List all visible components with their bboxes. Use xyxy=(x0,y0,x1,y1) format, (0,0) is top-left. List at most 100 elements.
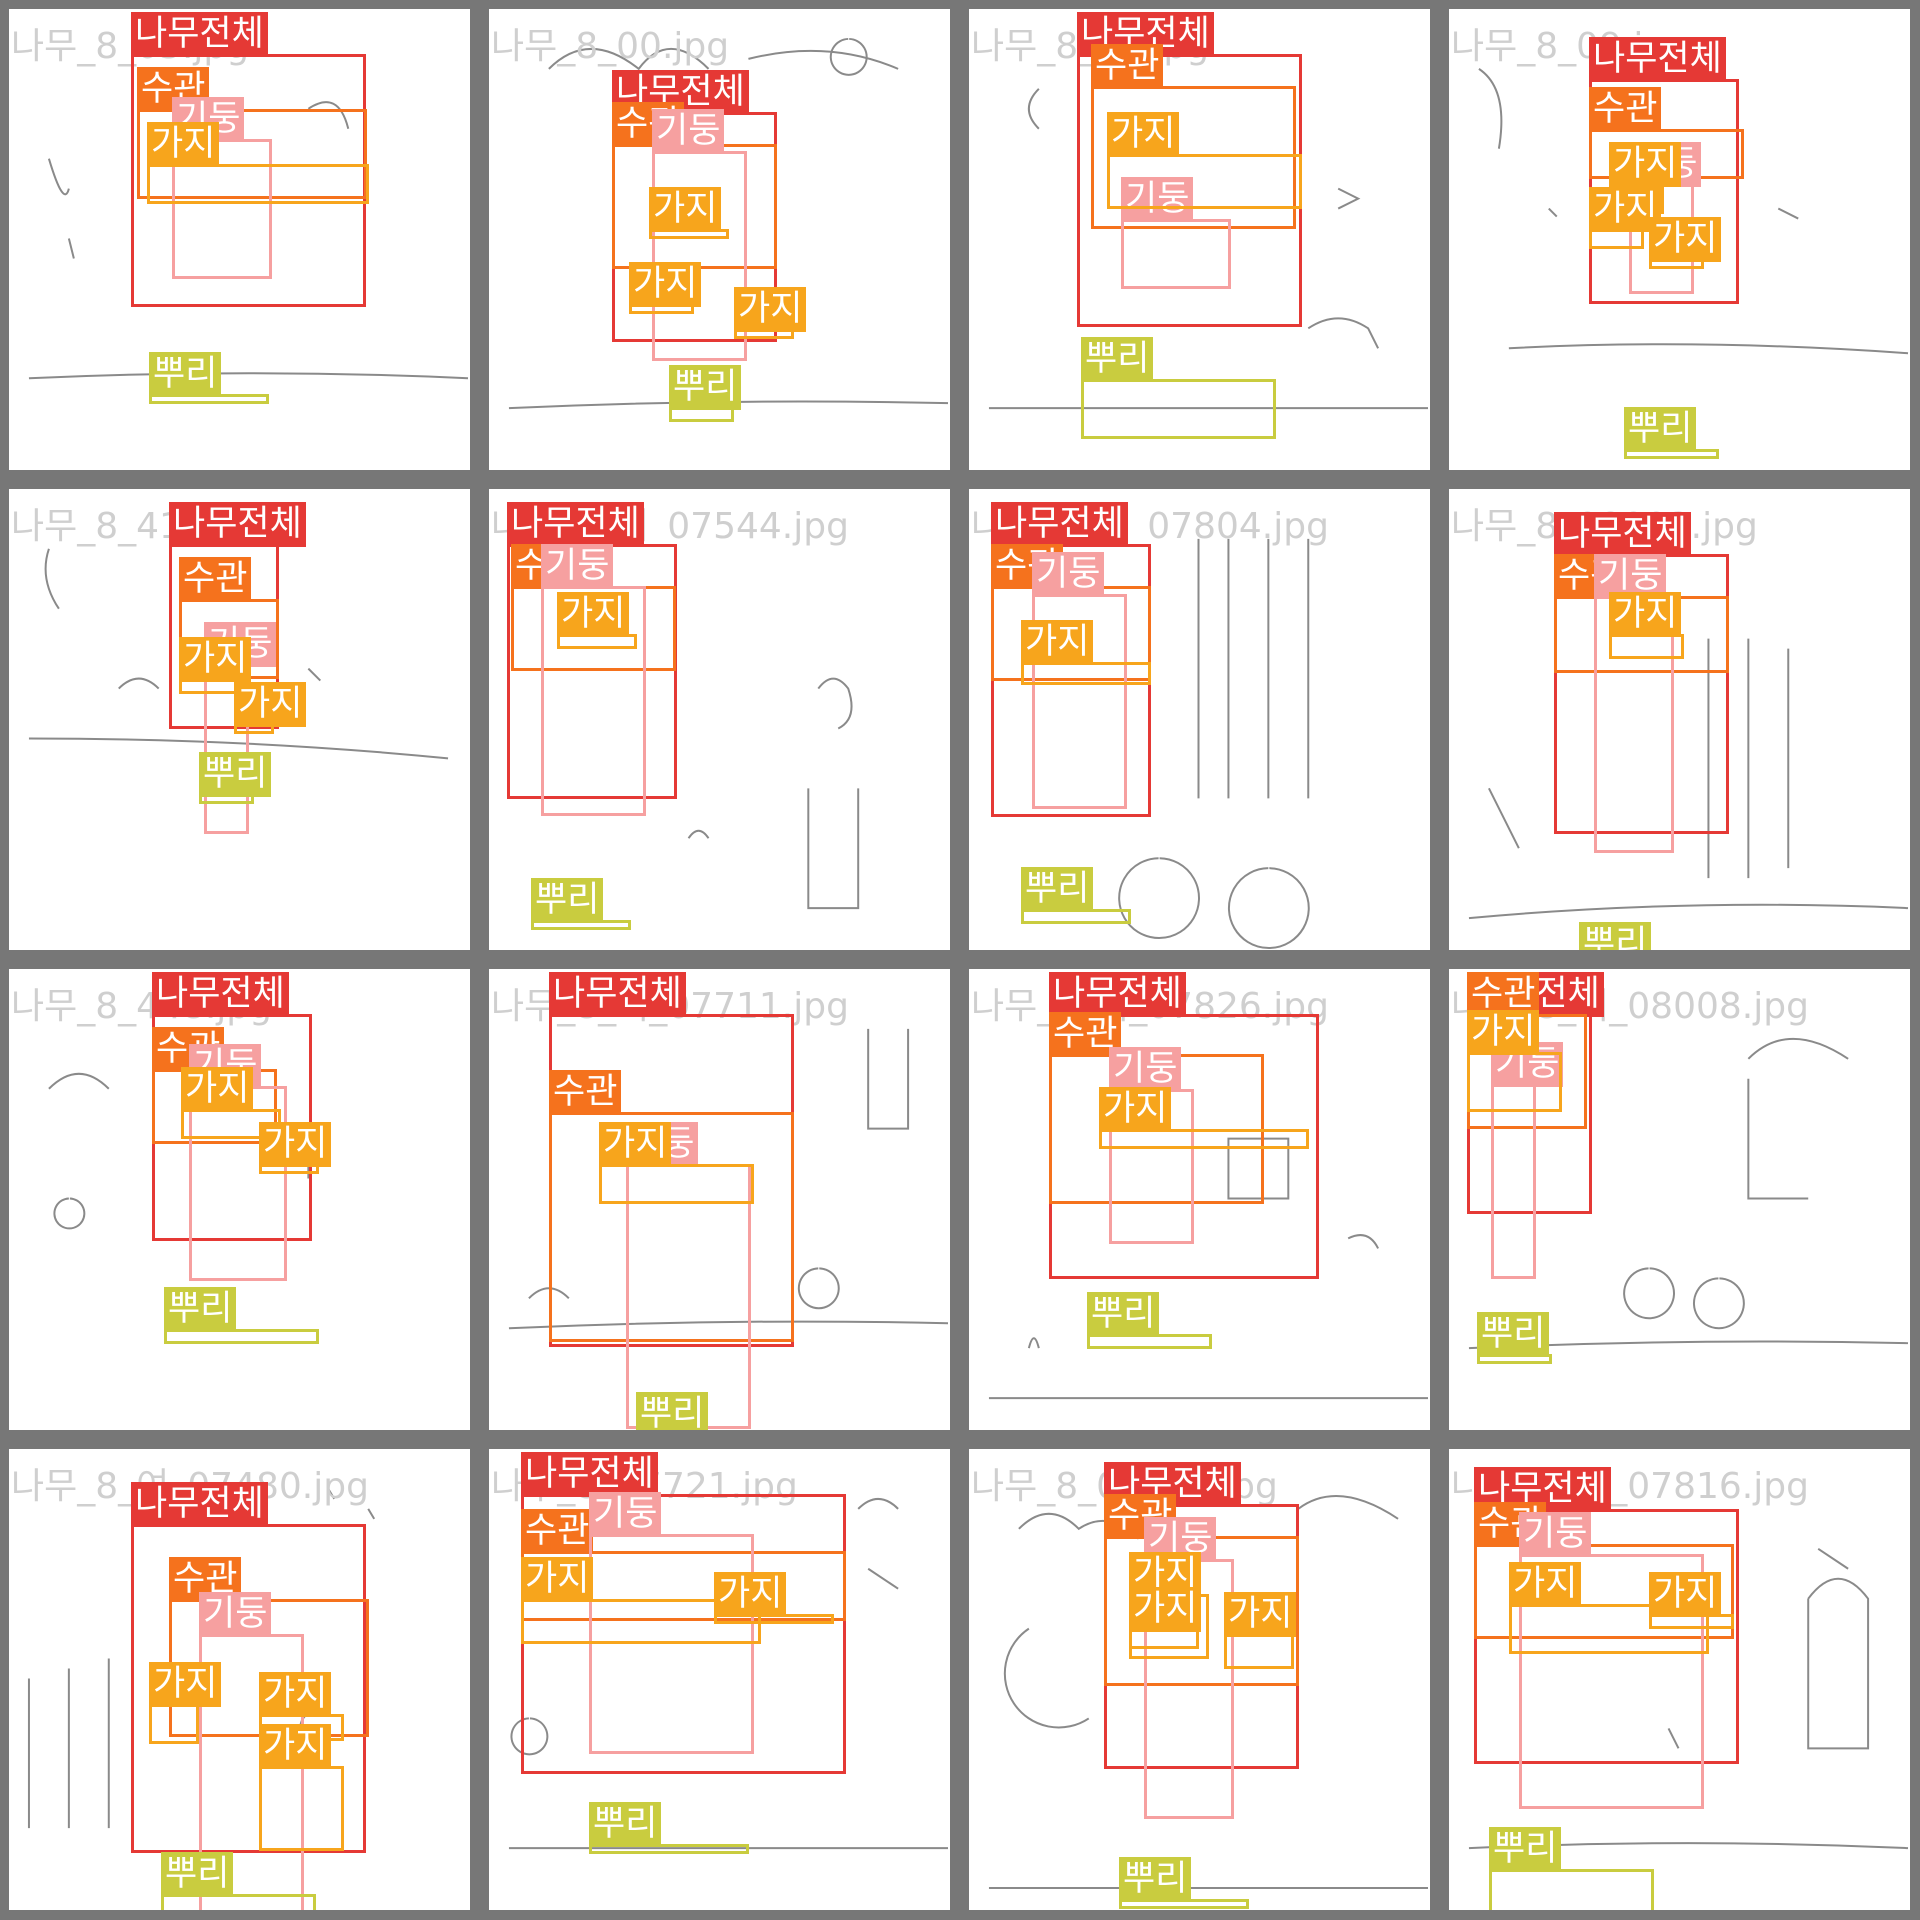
bbox-branch: 가지 xyxy=(649,187,729,239)
bbox-label-trunk: 기둥 xyxy=(652,109,725,154)
bbox-branch: 가지 xyxy=(259,1724,344,1851)
bbox-label-crown: 수관 xyxy=(179,557,252,602)
bbox-label-branch: 가지 xyxy=(557,592,630,637)
sketch-stroke xyxy=(1118,538,1310,949)
bbox-trunk: 기둥 xyxy=(1109,1047,1194,1244)
bbox-trunk: 기둥 xyxy=(199,1592,304,1910)
image-tile: 나무_8_여_07804.jpg 나무전체 수관 기둥 가지 뿌리 xyxy=(960,480,1439,959)
bbox-label-branch: 가지 xyxy=(1107,112,1180,157)
pencil-sketch xyxy=(508,1028,949,1330)
sketch-stroke xyxy=(548,548,860,910)
pencil-sketch xyxy=(1468,1038,1909,1350)
sketch-stroke xyxy=(508,1028,949,1330)
bbox-label-branch: 가지 xyxy=(1509,1562,1582,1607)
pencil-sketch xyxy=(1118,538,1310,949)
bbox-label-root: 뿌리 xyxy=(1081,337,1154,382)
bbox-trunk: 기둥 xyxy=(1594,554,1674,853)
bbox-label-tree: 나무전체 xyxy=(507,502,644,547)
bbox-label-root: 뿌리 xyxy=(1489,1827,1562,1872)
bbox-label-branch: 가지 xyxy=(1589,187,1662,232)
bbox-label-root: 뿌리 xyxy=(1087,1292,1160,1337)
bbox-branch: 가지 xyxy=(259,1122,332,1174)
sketch-stroke xyxy=(1468,1547,1909,1850)
bbox-label-trunk: 기둥 xyxy=(589,1492,662,1537)
bbox-label-tree: 나무전체 xyxy=(131,12,268,57)
bbox-branch: 가지 xyxy=(1099,1087,1309,1149)
bbox-label-root: 뿌리 xyxy=(199,752,272,797)
bbox-label-root: 뿌리 xyxy=(164,1287,237,1332)
bbox-label-root: 뿌리 xyxy=(531,878,604,923)
sketch-stroke xyxy=(988,88,1429,410)
bbox-label-tree: 나무전체 xyxy=(169,502,306,547)
bbox-label-root: 뿌리 xyxy=(669,365,742,410)
bbox-label-trunk: 기둥 xyxy=(1594,554,1667,599)
sketch-stroke xyxy=(508,37,949,410)
bbox-branch: 가지 xyxy=(714,1572,834,1624)
bbox-label-branch: 가지 xyxy=(259,1724,332,1769)
bbox-label-root: 뿌리 xyxy=(636,1392,709,1430)
bbox-label-branch: 가지 xyxy=(1129,1587,1202,1632)
bbox-branch: 가지 xyxy=(1649,1572,1734,1629)
bbox-tree: 나무전체 xyxy=(131,12,366,307)
bbox-label-tree: 나무전체 xyxy=(131,1482,268,1527)
bbox-label-tree: 나무전체 xyxy=(612,70,749,115)
bbox-root: 뿌리 xyxy=(589,1802,749,1854)
image-tile: 나무_8_00.jpg 나무전체 수관 기둥 가지 가지 가지 뿌리 xyxy=(480,0,959,479)
bbox-branch: 가지 xyxy=(1021,620,1151,685)
sketch-stroke xyxy=(1468,1038,1909,1350)
pencil-sketch xyxy=(28,548,449,760)
bbox-label-root: 뿌리 xyxy=(1021,867,1094,912)
bbox-label-branch: 가지 xyxy=(234,682,307,727)
bbox-trunk: 기둥 xyxy=(1519,1512,1704,1809)
pencil-sketch xyxy=(548,548,860,910)
sketch-stroke xyxy=(1468,638,1909,920)
bbox-label-branch: 가지 xyxy=(1649,1572,1722,1617)
bbox-branch: 가지 xyxy=(1467,1010,1562,1112)
bbox-label-tree: 나무전체 xyxy=(152,972,289,1017)
bbox-tree: 나무전체 xyxy=(169,502,306,729)
bbox-root: 뿌리 xyxy=(669,365,742,422)
bbox-crown: 수관 xyxy=(549,1070,794,1342)
pencil-sketch xyxy=(508,1497,949,1850)
bbox-label-root: 뿌리 xyxy=(161,1852,234,1897)
bbox-label-branch: 가지 xyxy=(714,1572,787,1617)
pencil-sketch xyxy=(988,88,1429,410)
bbox-label-trunk: 기둥 xyxy=(1032,552,1105,597)
pencil-sketch xyxy=(988,1137,1429,1400)
bbox-branch: 가지 xyxy=(521,1557,761,1644)
bbox-label-crown: 수관 xyxy=(1049,1012,1122,1057)
bbox-tree: 나무전체 xyxy=(1589,37,1739,304)
bbox-root: 뿌리 xyxy=(636,1392,709,1430)
bbox-branch: 가지 xyxy=(179,637,252,694)
bbox-trunk: 기둥 xyxy=(589,1492,754,1754)
bbox-label-tree: 나무전체 xyxy=(1554,512,1691,557)
bbox-label-branch: 가지 xyxy=(179,637,252,682)
bbox-root: 뿌리 xyxy=(1119,1857,1249,1909)
pencil-sketch xyxy=(28,101,469,380)
bbox-label-trunk: 기둥 xyxy=(1519,1512,1592,1557)
bbox-root: 뿌리 xyxy=(149,352,269,404)
bbox-branch: 가지 xyxy=(234,682,307,734)
bbox-label-branch: 가지 xyxy=(1099,1087,1172,1132)
pencil-sketch xyxy=(1468,1547,1909,1850)
bbox-root: 뿌리 xyxy=(1489,1827,1654,1910)
bbox-tree: 나무전체 xyxy=(1554,512,1729,834)
bbox-branch: 가지 xyxy=(181,1067,281,1139)
bbox-label-branch: 가지 xyxy=(599,1122,672,1167)
bbox-label-branch: 가지 xyxy=(259,1672,332,1717)
bbox-root: 뿌리 xyxy=(164,1287,319,1344)
bbox-label-branch: 가지 xyxy=(1609,142,1682,187)
bbox-tree: 나무전체 xyxy=(131,1482,366,1853)
bbox-label-trunk: 기둥 xyxy=(1109,1047,1182,1092)
bbox-root: 뿌리 xyxy=(531,878,631,930)
bbox-root: 뿌리 xyxy=(199,752,272,804)
bbox-label-crown: 수관 xyxy=(1091,44,1164,89)
bbox-label-branch: 가지 xyxy=(149,1662,222,1707)
